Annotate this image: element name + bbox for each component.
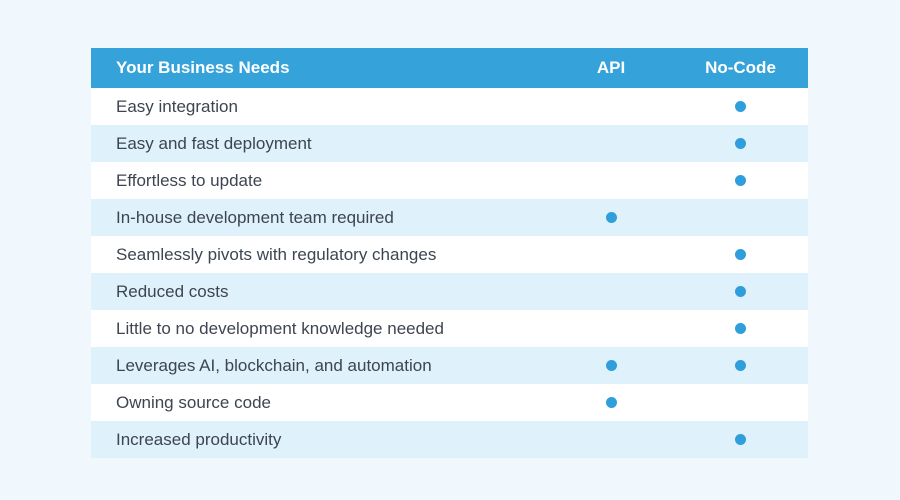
table-row: Owning source code: [91, 384, 808, 421]
row-label: Easy and fast deployment: [116, 133, 312, 153]
header-api: API: [596, 58, 626, 77]
row-label: Little to no development knowledge neede…: [116, 318, 444, 338]
bullet-dot-icon: [735, 286, 746, 297]
table-row: Easy and fast deployment: [91, 125, 808, 162]
row-label: Seamlessly pivots with regulatory change…: [116, 244, 437, 264]
row-label: Easy integration: [116, 96, 238, 116]
bullet-dot-icon: [735, 101, 746, 112]
api-cell: [549, 212, 673, 223]
table-row: Seamlessly pivots with regulatory change…: [91, 236, 808, 273]
row-label: Reduced costs: [116, 281, 229, 301]
table-row: Leverages AI, blockchain, and automation: [91, 347, 808, 384]
bullet-dot-icon: [735, 249, 746, 260]
comparison-table: Your Business Needs API No-Code Easy int…: [91, 48, 808, 458]
no-code-cell: [673, 138, 808, 149]
no-code-cell: [673, 323, 808, 334]
no-code-cell: [673, 249, 808, 260]
bullet-dot-icon: [735, 360, 746, 371]
table-row: Increased productivity: [91, 421, 808, 458]
table-row: Little to no development knowledge neede…: [91, 310, 808, 347]
api-cell: [549, 360, 673, 371]
table-row: Easy integration: [91, 88, 808, 125]
bullet-dot-icon: [735, 434, 746, 445]
bullet-dot-icon: [605, 360, 617, 371]
table-row: Effortless to update: [91, 162, 808, 199]
row-label: Increased productivity: [116, 429, 282, 449]
bullet-dot-icon: [735, 323, 746, 334]
table-row: In-house development team required: [91, 199, 808, 236]
no-code-cell: [673, 286, 808, 297]
bullet-dot-icon: [735, 175, 746, 186]
api-cell: [549, 397, 673, 408]
row-label: Leverages AI, blockchain, and automation: [116, 355, 432, 375]
no-code-cell: [673, 175, 808, 186]
table-row: Reduced costs: [91, 273, 808, 310]
no-code-cell: [673, 434, 808, 445]
no-code-cell: [673, 360, 808, 371]
table-header: Your Business Needs API No-Code: [91, 48, 808, 88]
no-code-cell: [673, 101, 808, 112]
bullet-dot-icon: [605, 397, 617, 408]
bullet-dot-icon: [735, 138, 746, 149]
header-business-needs: Your Business Needs: [116, 58, 290, 77]
row-label: In-house development team required: [116, 207, 394, 227]
row-label: Owning source code: [116, 392, 271, 412]
row-label: Effortless to update: [116, 170, 263, 190]
header-no-code: No-Code: [705, 58, 776, 77]
bullet-dot-icon: [605, 212, 617, 223]
